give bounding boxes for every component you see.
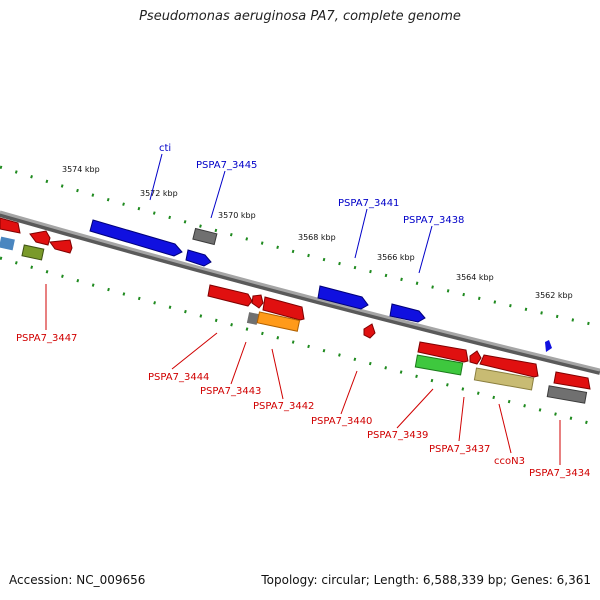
- gene-arrow-PSPA7_3439[interactable]: [417, 341, 469, 363]
- genome-title: Pseudomonas aeruginosa PA7, complete gen…: [139, 9, 461, 24]
- ruler-tick-label: 3572 kbp: [140, 189, 178, 198]
- gene-arrow-ccoN3[interactable]: [479, 354, 539, 378]
- gene-label-PSPA7_3447: PSPA7_3447: [16, 333, 77, 344]
- gene-arrow-left-edge[interactable]: [0, 217, 21, 234]
- gene-arrow-reverse[interactable]: [49, 239, 73, 254]
- forward-gene-labels: cti PSPA7_3445 PSPA7_3441 PSPA7_3438: [159, 143, 464, 226]
- gene-block-green[interactable]: [414, 354, 464, 376]
- ruler-tick-label: 3566 kbp: [377, 253, 415, 262]
- genome-backbone: [0, 210, 600, 372]
- gene-label-PSPA7_3444: PSPA7_3444: [148, 372, 209, 383]
- reverse-gene-labels: PSPA7_3447 PSPA7_3444 PSPA7_3443 PSPA7_3…: [16, 333, 590, 479]
- gene-block-grey[interactable]: [546, 385, 588, 404]
- gene-arrow-PSPA7_3438[interactable]: [389, 303, 426, 323]
- outer-ruler-arc: [0, 165, 600, 328]
- gene-arrow-PSPA7_3437[interactable]: [469, 350, 482, 365]
- accession-text: Accession: NC_009656: [9, 573, 146, 587]
- gene-arrow-PSPA7_3444[interactable]: [207, 284, 253, 307]
- genome-backbone-shadow: [0, 211, 600, 375]
- gene-label-PSPA7_3445: PSPA7_3445: [196, 160, 257, 171]
- gene-label-PSPA7_3443: PSPA7_3443: [200, 386, 261, 397]
- gene-arrow-PSPA7_3434[interactable]: [553, 371, 591, 390]
- gene-label-PSPA7_3437: PSPA7_3437: [429, 444, 490, 455]
- gene-arrow-reverse[interactable]: [29, 230, 51, 246]
- gene-arrow-PSPA7_3442[interactable]: [262, 296, 305, 321]
- forward-label-leaders: [149, 153, 433, 274]
- gene-block-left[interactable]: [0, 236, 15, 251]
- gene-arrow-small-forward[interactable]: [545, 340, 552, 352]
- gene-arrow-PSPA7_3443[interactable]: [251, 294, 264, 309]
- reverse-strand-genes: [0, 217, 591, 404]
- ruler-tick-labels: 3574 kbp 3572 kbp 3570 kbp 3568 kbp 3566…: [62, 165, 573, 300]
- gene-block-khaki[interactable]: [473, 367, 535, 391]
- gene-arrow-PSPA7_3440[interactable]: [363, 323, 376, 339]
- gene-label-cti: cti: [159, 143, 171, 154]
- gene-block-left[interactable]: [21, 244, 45, 261]
- gene-block-grey[interactable]: [246, 312, 259, 325]
- topology-text: Topology: circular; Length: 6,588,339 bp…: [261, 573, 591, 587]
- gene-block-PSPA7_3445[interactable]: [192, 227, 218, 246]
- gene-label-PSPA7_3434: PSPA7_3434: [529, 468, 590, 479]
- ruler-tick-label: 3574 kbp: [62, 165, 100, 174]
- gene-block-orange[interactable]: [256, 311, 301, 332]
- forward-strand-genes: [89, 219, 552, 352]
- ruler-tick-label: 3570 kbp: [218, 211, 256, 220]
- gene-label-PSPA7_3440: PSPA7_3440: [311, 416, 372, 427]
- ruler-tick-label: 3568 kbp: [298, 233, 336, 242]
- reverse-label-leaders: [45, 284, 561, 465]
- gene-label-PSPA7_3442: PSPA7_3442: [253, 401, 314, 412]
- gene-label-PSPA7_3438: PSPA7_3438: [403, 215, 464, 226]
- gene-label-PSPA7_3441: PSPA7_3441: [338, 198, 399, 209]
- gene-label-ccoN3: ccoN3: [494, 456, 525, 467]
- gene-arrow-PSPA7_3441[interactable]: [317, 285, 369, 310]
- gene-label-PSPA7_3439: PSPA7_3439: [367, 430, 428, 441]
- gene-arrow-forward[interactable]: [185, 249, 212, 267]
- gene-arrow-cti[interactable]: [89, 219, 183, 257]
- ruler-tick-label: 3562 kbp: [535, 291, 573, 300]
- ruler-tick-label: 3564 kbp: [456, 273, 494, 282]
